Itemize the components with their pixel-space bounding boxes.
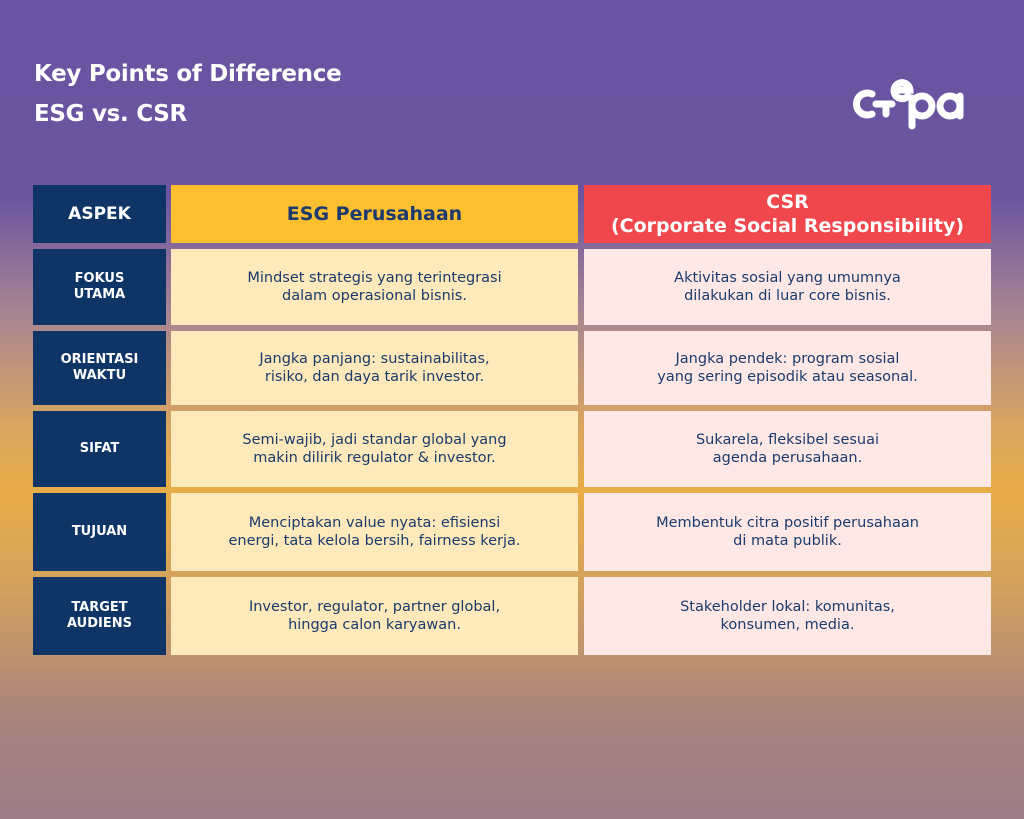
cell-text: UTAMA <box>73 287 126 302</box>
cell-text: agenda perusahaan. <box>712 450 863 466</box>
cell-text: FOKUS <box>74 271 125 286</box>
aspek-cell: TARGET AUDIENS <box>33 577 166 655</box>
title-line-2: ESG vs. CSR <box>34 101 187 127</box>
aspek-cell: TUJUAN <box>33 493 166 571</box>
header-aspek: ASPEK <box>33 185 166 243</box>
esg-cell: Jangka panjang: sustainabilitas, risiko, … <box>171 331 578 405</box>
esg-cell: Menciptakan value nyata: efisiensi energi… <box>171 493 578 571</box>
esg-cell: Investor, regulator, partner global, hing… <box>171 577 578 655</box>
cell-text: Menciptakan value nyata: efisiensi <box>248 515 501 531</box>
cell-text: CSR <box>766 191 809 213</box>
csr-cell: Sukarela, fleksibel sesuai agenda perusah… <box>584 411 991 487</box>
cell-text: AUDIENS <box>67 616 132 631</box>
cell-text: makin dilirik regulator & investor. <box>253 450 496 466</box>
cell-text: Mindset strategis yang terintegrasi <box>247 270 502 286</box>
cell-text: risiko, dan daya tarik investor. <box>264 369 485 385</box>
cell-text: dalam operasional bisnis. <box>282 288 467 304</box>
cell-text: Semi-wajib, jadi standar global yang <box>242 432 507 448</box>
cell-text: konsumen, media. <box>720 617 855 633</box>
cell-text: TUJUAN <box>71 524 128 539</box>
cell-text: dilakukan di luar core bisnis. <box>684 288 891 304</box>
cell-text: WAKTU <box>72 368 127 383</box>
cell-text: Aktivitas sosial yang umumnya <box>674 270 901 286</box>
cepa-logo <box>852 79 964 130</box>
aspek-cell: SIFAT <box>33 411 166 487</box>
title-line-1: Key Points of Difference <box>34 61 342 87</box>
cell-text: ASPEK <box>68 204 131 224</box>
cell-text: SIFAT <box>79 441 120 456</box>
csr-cell: Membentuk citra positif perusahaan di mat… <box>584 493 991 571</box>
cell-text: Membentuk citra positif perusahaan <box>656 515 919 531</box>
cell-text: Sukarela, fleksibel sesuai <box>695 432 880 448</box>
header-esg: ESG Perusahaan <box>171 185 578 243</box>
cell-text: ORIENTASI <box>60 352 139 367</box>
csr-cell: Aktivitas sosial yang umumnya dilakukan d… <box>584 249 991 325</box>
cell-text: Jangka panjang: sustainabilitas, <box>259 351 490 367</box>
esg-cell: Semi-wajib, jadi standar global yang maki… <box>171 411 578 487</box>
cell-text: (Corporate Social Responsibility) <box>610 215 965 237</box>
cell-text: Jangka pendek: program sosial <box>675 351 900 367</box>
cell-text: TARGET <box>71 600 128 615</box>
csr-cell: Jangka pendek: program sosial yang sering… <box>584 331 991 405</box>
cell-text: Stakeholder lokal: komunitas, <box>680 599 895 615</box>
esg-cell: Mindset strategis yang terintegrasi dalam… <box>171 249 578 325</box>
cell-text: ESG Perusahaan <box>286 203 463 225</box>
cell-text: yang sering episodik atau seasonal. <box>657 369 918 385</box>
aspek-cell: ORIENTASI WAKTU <box>33 331 166 405</box>
csr-cell: Stakeholder lokal: komunitas, konsumen, m… <box>584 577 991 655</box>
header-csr: CSR (Corporate Social Responsibility) <box>584 185 991 243</box>
cell-text: hingga calon karyawan. <box>288 617 461 633</box>
cell-text: Investor, regulator, partner global, <box>248 599 501 615</box>
cell-text: energi, tata kelola bersih, fairness ker… <box>228 533 521 549</box>
cell-text: di mata publik. <box>733 533 842 549</box>
aspek-cell: FOKUS UTAMA <box>33 249 166 325</box>
